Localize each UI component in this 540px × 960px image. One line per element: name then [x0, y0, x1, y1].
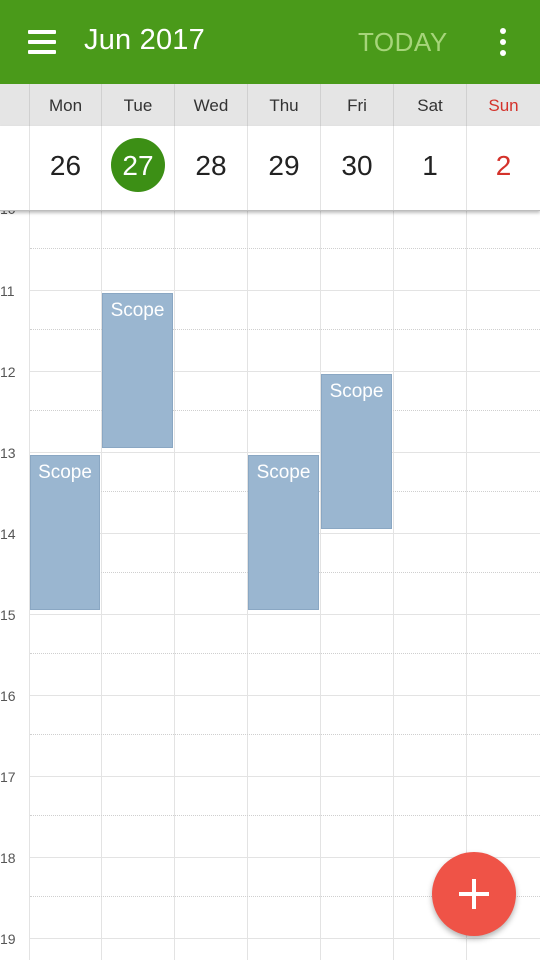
weekday-tue: Tue	[123, 96, 153, 115]
date-28[interactable]: 28	[195, 150, 227, 181]
hour-label: 17	[0, 769, 16, 785]
weekday-sat: Sat	[417, 96, 443, 115]
event-scope-mon[interactable]: Scope	[30, 455, 100, 610]
hour-label: 19	[0, 931, 16, 947]
app-bar: Jun 2017 TODAY	[0, 0, 540, 84]
hour-label: 18	[0, 850, 16, 866]
event-scope-tue[interactable]: Scope	[102, 293, 173, 448]
weekday-header: Mon Tue Wed Thu Fri Sat Sun	[0, 84, 540, 126]
hour-label: 16	[0, 688, 16, 704]
weekday-fri: Fri	[347, 96, 367, 115]
today-button[interactable]: TODAY	[358, 27, 448, 57]
date-1[interactable]: 1	[422, 150, 438, 181]
hour-label: 12	[0, 364, 16, 380]
date-26[interactable]: 26	[49, 150, 82, 181]
weekday-mon: Mon	[48, 96, 83, 115]
weekday-thu: Thu	[269, 96, 299, 115]
date-row: 26 27 28 29 30 1 2	[0, 126, 540, 211]
date-2[interactable]: 2	[495, 150, 512, 181]
month-title[interactable]: Jun 2017	[84, 24, 205, 56]
date-27-selected[interactable]: 27	[122, 150, 154, 181]
hour-label: 14	[0, 526, 16, 542]
hour-label: 15	[0, 607, 16, 623]
week-time-grid[interactable]: 10 11 12 13 14 15 16 17 18 19 Scope Scop…	[0, 210, 540, 960]
hour-label: 13	[0, 445, 16, 461]
event-scope-fri[interactable]: Scope	[321, 374, 392, 529]
weekday-sun: Sun	[488, 96, 519, 115]
date-30[interactable]: 30	[341, 150, 373, 181]
hour-label: 10	[0, 210, 28, 217]
more-vertical-icon[interactable]	[488, 22, 518, 64]
date-29[interactable]: 29	[268, 150, 300, 181]
add-event-button[interactable]	[432, 852, 516, 936]
event-scope-thu[interactable]: Scope	[248, 455, 319, 610]
hamburger-menu-icon[interactable]	[20, 22, 64, 62]
selected-date-indicator	[111, 138, 165, 192]
weekday-wed: Wed	[193, 96, 229, 115]
hour-label: 11	[0, 283, 15, 299]
